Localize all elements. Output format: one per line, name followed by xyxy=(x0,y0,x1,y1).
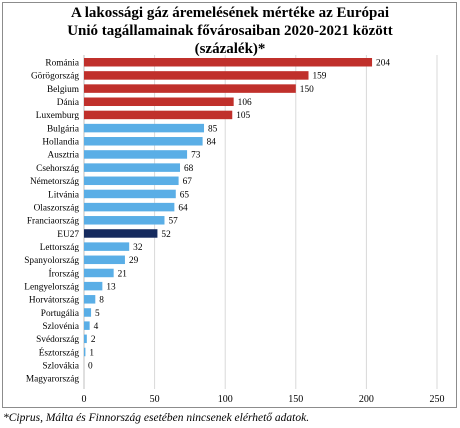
value-label: 204 xyxy=(376,59,390,69)
bar xyxy=(84,295,95,304)
bar xyxy=(84,137,203,146)
bar xyxy=(84,256,125,264)
category-label: Görögország xyxy=(31,72,79,82)
x-tick-label: 100 xyxy=(218,394,233,405)
category-label: Luxemburg xyxy=(36,111,80,121)
category-label: Horvátország xyxy=(29,296,79,306)
bar xyxy=(84,282,102,291)
category-label: Ausztria xyxy=(48,151,80,161)
category-label: Hollandia xyxy=(42,138,79,148)
x-tick-label: 0 xyxy=(82,394,87,405)
bar xyxy=(84,124,204,133)
value-label: 1 xyxy=(89,348,94,358)
category-label: Litvánia xyxy=(48,190,79,200)
category-label: Svédország xyxy=(36,335,79,345)
category-label: Románia xyxy=(45,59,79,69)
bar xyxy=(84,229,157,238)
bar xyxy=(84,203,174,212)
bar xyxy=(84,111,232,120)
bar xyxy=(84,335,87,344)
value-label: 0 xyxy=(88,361,93,371)
bar xyxy=(84,190,176,199)
bar xyxy=(84,242,129,251)
bar xyxy=(84,163,180,172)
value-label: 57 xyxy=(168,217,178,227)
value-label: 105 xyxy=(236,111,250,121)
value-label: 84 xyxy=(207,138,217,148)
bar xyxy=(84,71,309,80)
bar xyxy=(84,216,164,225)
bar xyxy=(84,269,114,278)
bar xyxy=(84,321,90,330)
bar xyxy=(84,98,234,107)
value-label: 2 xyxy=(91,335,96,345)
category-label: Lengyelország xyxy=(24,282,79,292)
category-label: Szlovénia xyxy=(42,322,79,332)
category-label: Portugália xyxy=(41,309,79,319)
value-label: 67 xyxy=(183,177,193,187)
category-labels: Románia Görögország Belgium Dánia Luxemburg B… xyxy=(24,59,80,385)
value-label: 85 xyxy=(208,124,218,134)
footnote: *Ciprus, Málta és Finnország esetében ni… xyxy=(3,412,309,424)
value-label: 159 xyxy=(313,72,327,82)
value-label: 68 xyxy=(184,164,194,174)
value-label: 65 xyxy=(180,190,190,200)
category-label: Olaszország xyxy=(34,203,80,213)
value-label: 29 xyxy=(129,256,139,266)
category-label: Dánia xyxy=(57,98,79,108)
category-label: Franciaország xyxy=(27,217,79,227)
category-label: Németország xyxy=(30,177,79,187)
category-label: Magyarország xyxy=(26,375,80,385)
category-label: Lettország xyxy=(40,243,80,253)
x-tick-labels: 0 50 100 150 200 250 xyxy=(82,394,445,405)
bar xyxy=(84,177,179,186)
category-label: Spanyolország xyxy=(24,256,79,266)
value-label: 21 xyxy=(118,269,128,279)
category-label: Csehország xyxy=(36,164,79,174)
x-tick-label: 50 xyxy=(150,394,160,405)
value-label: 52 xyxy=(161,230,171,240)
value-label: 4 xyxy=(94,322,99,332)
bar xyxy=(84,58,372,67)
bars xyxy=(84,58,372,356)
bar xyxy=(84,84,296,93)
bar-chart: Románia Görögország Belgium Dánia Luxemburg B… xyxy=(0,0,460,408)
value-label: 32 xyxy=(133,243,143,253)
category-label: Írország xyxy=(49,267,80,279)
category-label: Belgium xyxy=(47,85,80,95)
value-label: 150 xyxy=(300,85,314,95)
x-tick-label: 150 xyxy=(288,394,303,405)
value-label: 73 xyxy=(191,151,201,161)
value-label: 13 xyxy=(106,282,116,292)
category-label: Észtország xyxy=(39,346,80,358)
value-label: 8 xyxy=(99,296,104,306)
bar xyxy=(84,150,187,159)
bar xyxy=(84,348,85,357)
category-label: Szlovákia xyxy=(42,361,79,371)
value-label: 106 xyxy=(238,98,252,108)
value-label: 5 xyxy=(95,309,100,319)
x-tick-label: 250 xyxy=(430,394,445,405)
category-label: Bulgária xyxy=(47,124,79,134)
x-tick-label: 200 xyxy=(359,394,374,405)
value-label: 64 xyxy=(178,203,188,213)
bar xyxy=(84,308,91,317)
category-label: EU27 xyxy=(57,230,79,240)
